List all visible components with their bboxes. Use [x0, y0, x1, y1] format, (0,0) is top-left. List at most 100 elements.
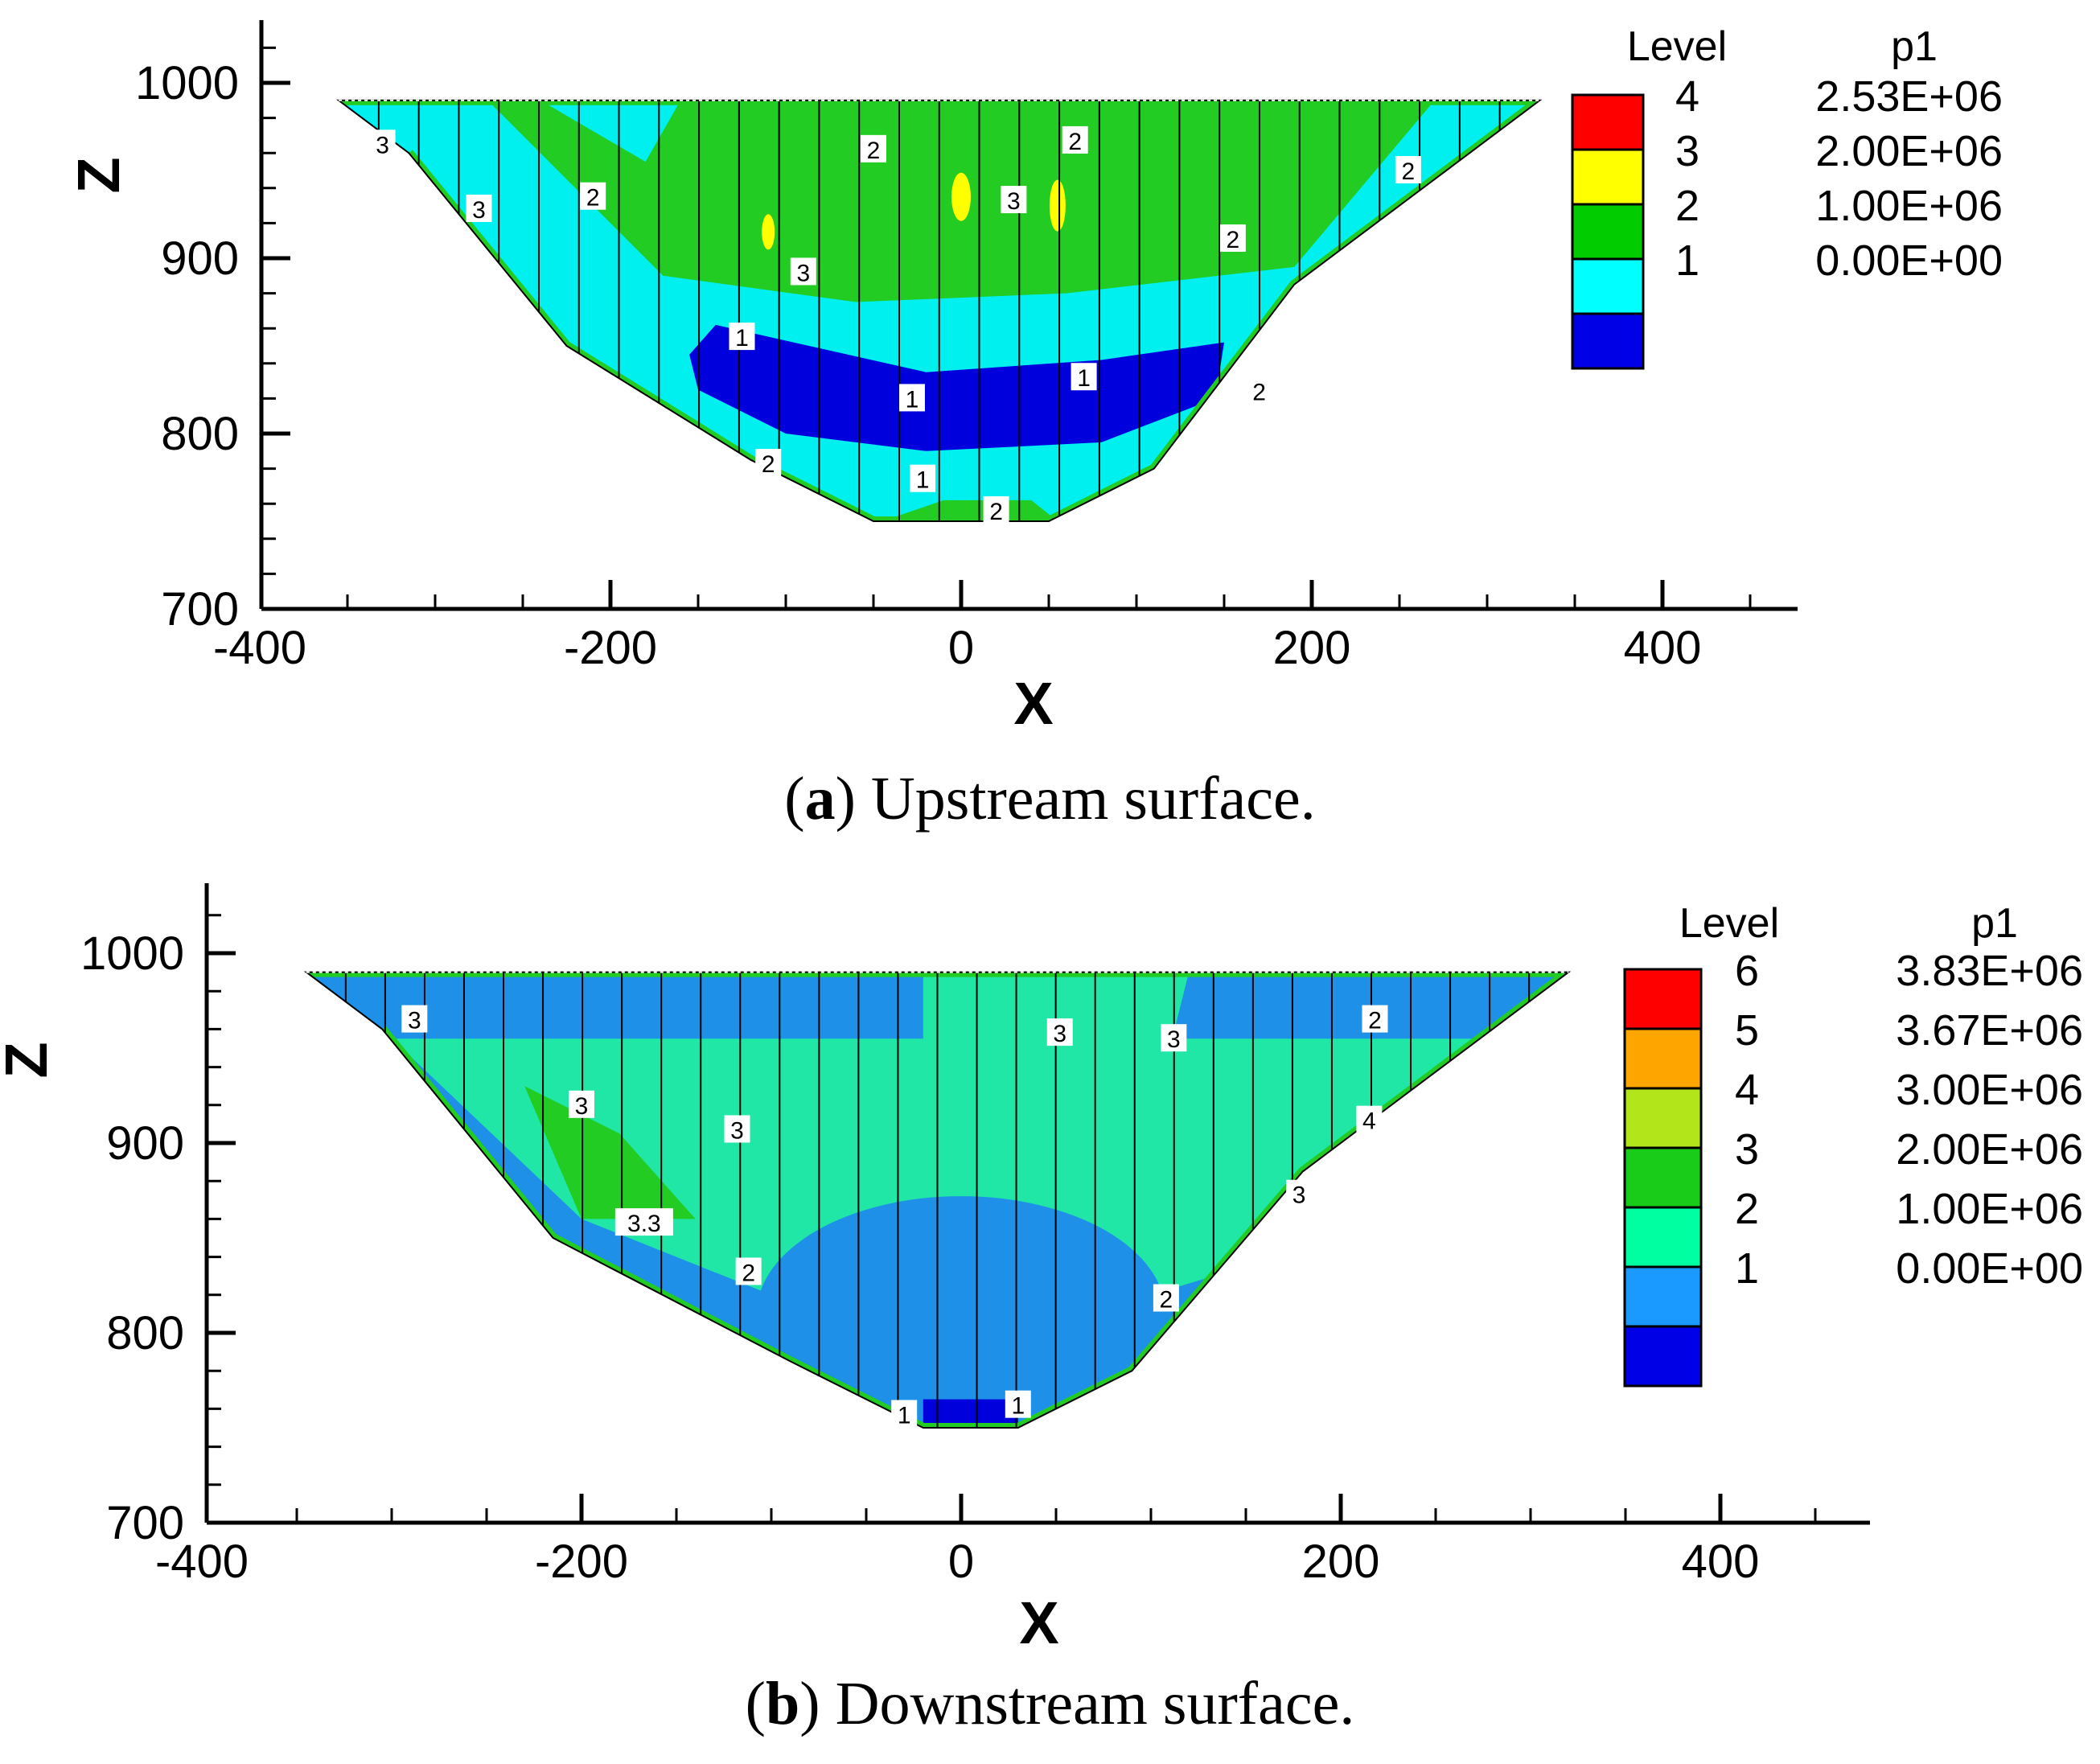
legend-level: 6 — [1735, 947, 1759, 995]
legend-value: 2.00E+06 — [1815, 127, 2003, 175]
legend-value: 1.00E+06 — [1815, 182, 2003, 230]
contour-label-box — [861, 134, 886, 162]
contour-label: 3 — [790, 257, 816, 286]
legend-header-variable: p1 — [1971, 900, 2018, 947]
legend-swatch — [1571, 148, 1645, 206]
boundary-outline — [303, 971, 1572, 1429]
contour-label-box — [1219, 224, 1246, 253]
contour-region-level-3 — [762, 214, 775, 250]
contour-region-level-4 — [524, 1086, 696, 1219]
contour-label-text: 3 — [1053, 1021, 1066, 1047]
legend-swatch — [1623, 1027, 1703, 1090]
contour-label: 2 — [1246, 376, 1272, 406]
contour-label: 2 — [755, 449, 782, 478]
legend-swatch — [1623, 968, 1703, 1030]
contour-label: 3 — [1161, 1024, 1187, 1053]
legend-swatch — [1571, 257, 1645, 315]
contour-label: 3.3 — [614, 1208, 673, 1237]
contour-label-text: 3 — [1167, 1026, 1181, 1053]
legend-swatch — [1623, 1265, 1703, 1328]
contour-label-box — [1153, 1284, 1179, 1312]
legend-swatch — [1623, 1146, 1703, 1209]
legend-level: 3 — [1735, 1125, 1759, 1174]
legend-header-variable: p1 — [1891, 23, 1938, 70]
x-tick-label: 200 — [1273, 622, 1351, 674]
legend-swatch — [1623, 1087, 1703, 1149]
contour-label-text: 1 — [735, 325, 749, 352]
contour-label-box — [1001, 186, 1027, 214]
y-tick-label: 800 — [161, 408, 239, 460]
legend-swatch — [1623, 1206, 1703, 1269]
contour-label-text: 2 — [586, 185, 600, 212]
contour-region-level-2 — [882, 500, 1058, 521]
contour-label-text: 2 — [989, 499, 1003, 525]
contour-region-level-1 — [689, 324, 1224, 451]
contour-label-text: 3 — [376, 132, 389, 158]
y-axis-title: Z — [0, 1042, 60, 1078]
caption-b-text: ) Downstream surface. — [799, 1670, 1355, 1737]
legend-level: 1 — [1675, 236, 1699, 285]
contour-label: 2 — [580, 182, 606, 212]
contour-label: 4 — [1356, 1105, 1383, 1135]
contour-label-text: 2 — [867, 138, 881, 164]
contour-label-text: 2 — [1227, 227, 1240, 253]
contour-label-box — [569, 1090, 594, 1118]
contour-label-box — [1161, 1024, 1187, 1052]
contour-label-text: 3 — [472, 197, 486, 224]
x-tick-label: 0 — [948, 622, 974, 674]
panel-upstream: 3 3 2 2 2 3 3 2 2 1 1 1 1 2 2 2 -400 -200 0 200 400 700 800 900… — [65, 20, 2003, 737]
contour-label-text: 1 — [1011, 1393, 1025, 1420]
contour-label-text: 1 — [1077, 365, 1091, 392]
contour-label: 1 — [1005, 1390, 1031, 1420]
contour-label-box — [1046, 1018, 1073, 1046]
contour-label-box — [910, 464, 936, 492]
contour-label-text: 2 — [1402, 158, 1416, 185]
contour-region-level-3 — [951, 172, 971, 221]
contour-label-text: 3 — [1007, 188, 1021, 215]
contour-label-box — [1246, 376, 1272, 405]
x-axis-title: X — [1013, 670, 1053, 737]
contour-label-text: 4 — [1362, 1108, 1376, 1135]
legend-header-level: Level — [1627, 23, 1727, 70]
legend-level: 4 — [1735, 1066, 1759, 1114]
contour-label-box — [466, 194, 492, 222]
contour-label-box — [614, 1208, 673, 1236]
x-axis-title: X — [1019, 1589, 1058, 1656]
contour-label: 2 — [1219, 224, 1246, 253]
contour-label-box — [1286, 1179, 1313, 1207]
contour-label-box — [1062, 125, 1088, 154]
contour-label: 1 — [898, 384, 925, 413]
contour-label: 2 — [735, 1257, 762, 1286]
caption-b: (b) Downstream surface. — [745, 1670, 1355, 1737]
contour-label: 1 — [891, 1400, 918, 1429]
contour-label-text: 1 — [906, 386, 919, 413]
contour-fill-b — [306, 972, 1569, 1428]
x-tick-label: 0 — [948, 1536, 974, 1588]
y-tick-label: 1000 — [80, 927, 184, 980]
boundary-outline — [336, 99, 1543, 522]
contour-label-box — [983, 495, 1009, 524]
contour-label-box — [1356, 1105, 1383, 1133]
legend-swatch — [1571, 312, 1645, 370]
contour-region-level-3 — [1049, 179, 1066, 232]
legend-value: 3.83E+06 — [1896, 947, 2083, 995]
y-tick-label: 700 — [161, 583, 239, 635]
y-tick-label: 1000 — [135, 57, 239, 109]
contour-label-text: 1 — [916, 467, 930, 494]
contour-region-base — [540, 100, 681, 162]
y-tick-label: 900 — [161, 232, 239, 285]
contour-label: 3 — [466, 194, 492, 224]
contour-label-text: 3 — [1292, 1182, 1306, 1209]
contour-label: 2 — [1062, 125, 1088, 155]
contour-label: 2 — [1362, 1005, 1388, 1034]
legend-value: 2.00E+06 — [1896, 1125, 2083, 1174]
contour-label: 1 — [910, 464, 936, 494]
panel-downstream: 3 3 3 3 3 2 4 3 3.3 2 2 1 1 -400 -200 0 200 400 700 800 900 1… — [0, 883, 2083, 1656]
contour-label: 3 — [369, 130, 396, 158]
x-tick-label: -400 — [155, 1536, 249, 1588]
contour-label-text: 3 — [796, 260, 810, 286]
contour-label-box — [580, 182, 606, 210]
y-tick-label: 800 — [106, 1307, 184, 1359]
y-tick-label: 700 — [106, 1497, 184, 1549]
